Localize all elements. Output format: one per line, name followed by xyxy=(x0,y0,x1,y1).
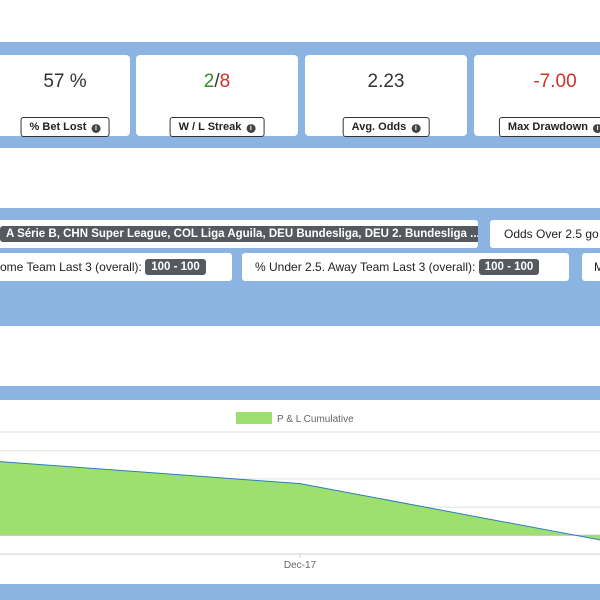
area-positive xyxy=(0,461,575,536)
info-circle-icon: i xyxy=(593,124,600,133)
stat-card-bet-lost: 57 % % Bet Lost i xyxy=(0,55,130,137)
away-team-filter-chip[interactable]: % Under 2.5. Away Team Last 3 (overall):… xyxy=(242,253,569,281)
stat-label-wl-streak: W / L Streak xyxy=(178,121,242,133)
info-circle-icon: i xyxy=(246,124,256,133)
stat-label-avg-odds: Avg. Odds xyxy=(351,121,407,133)
stat-value-wl-streak: 2/8 xyxy=(136,71,298,93)
stat-label-bet-lost: % Bet Lost xyxy=(29,121,87,133)
legend-swatch-icon xyxy=(236,412,272,424)
stats-band: 57 % % Bet Lost i 2/8 W / L Streak i 2.2… xyxy=(0,42,600,148)
avg-odds-info-button[interactable]: Avg. Odds i xyxy=(342,117,430,137)
stat-card-max-drawdown: -7.00 Max Drawdown i xyxy=(474,55,600,137)
chart-x-axis: Dec-17 xyxy=(284,554,317,571)
x-tick-label: Dec-17 xyxy=(284,560,317,571)
home-team-filter-chip[interactable]: ome Team Last 3 (overall): 100 - 100 xyxy=(0,253,232,281)
chart-container: Dec-17 P & L Cumulative xyxy=(0,400,600,584)
filters-band: A Série B, CHN Super League, COL Liga Ag… xyxy=(0,208,600,326)
leagues-filter-chip[interactable]: A Série B, CHN Super League, COL Liga Ag… xyxy=(0,220,478,248)
stat-value-avg-odds: 2.23 xyxy=(367,71,405,92)
stat-value-max-drawdown: -7.00 xyxy=(533,71,577,92)
legend-label: P & L Cumulative xyxy=(277,414,354,425)
away-team-label: % Under 2.5. Away Team Last 3 (overall): xyxy=(255,260,476,274)
cut-off-filter-chip[interactable]: M xyxy=(582,253,600,281)
data-point xyxy=(299,483,301,485)
odds-over-filter-chip[interactable]: Odds Over 2.5 go xyxy=(490,220,600,248)
chart-series xyxy=(0,461,600,541)
stat-label-max-drawdown: Max Drawdown xyxy=(507,121,589,133)
streak-separator: / xyxy=(214,71,220,92)
chart-panel: Dec-17 P & L Cumulative xyxy=(0,386,600,600)
info-circle-icon: i xyxy=(411,124,421,133)
streak-loss-count: 8 xyxy=(219,71,231,92)
stat-card-avg-odds: 2.23 Avg. Odds i xyxy=(305,55,467,137)
home-team-range-tag: 100 - 100 xyxy=(145,259,206,275)
area-negative xyxy=(575,535,600,540)
stat-card-wl-streak: 2/8 W / L Streak i xyxy=(136,55,298,137)
leagues-tag: A Série B, CHN Super League, COL Liga Ag… xyxy=(0,226,478,242)
max-drawdown-info-button[interactable]: Max Drawdown i xyxy=(498,117,600,137)
wl-streak-info-button[interactable]: W / L Streak i xyxy=(169,117,265,137)
away-team-range-tag: 100 - 100 xyxy=(478,259,540,275)
home-team-label: ome Team Last 3 (overall): xyxy=(0,260,142,274)
bet-lost-info-button[interactable]: % Bet Lost i xyxy=(20,117,110,137)
cut-off-label: M xyxy=(594,260,600,274)
streak-win-count: 2 xyxy=(203,71,215,92)
pl-cumulative-chart: Dec-17 P & L Cumulative xyxy=(0,412,600,571)
stat-value-bet-lost: 57 % xyxy=(43,71,87,92)
chart-legend[interactable]: P & L Cumulative xyxy=(236,412,354,425)
info-circle-icon: i xyxy=(91,124,101,133)
odds-over-label: Odds Over 2.5 go xyxy=(504,227,599,241)
